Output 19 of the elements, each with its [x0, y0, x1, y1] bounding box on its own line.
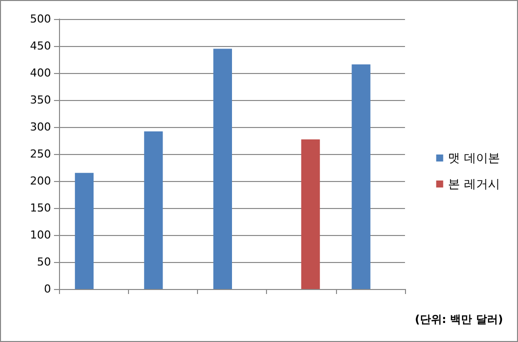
y-tick-label: 300: [30, 120, 51, 134]
legend-label: 본 레거시: [448, 177, 500, 191]
bar: [301, 139, 320, 289]
legend-label: 맷 데이본: [448, 151, 500, 165]
y-tick-label: 350: [30, 94, 51, 106]
y-tick-label: 500: [30, 12, 51, 26]
text: (단위: 백만 달러): [414, 313, 504, 326]
bar: [74, 172, 94, 289]
y-tick-label: 250: [30, 148, 51, 160]
bar: [213, 48, 232, 289]
y-tick-label: 450: [30, 40, 51, 52]
y-tick-label: 400: [30, 66, 51, 80]
bar: [352, 64, 370, 289]
y-tick-label: 150: [30, 202, 51, 214]
y-tick-label: 0: [44, 282, 51, 296]
y-tick-label: 50: [37, 256, 51, 268]
y-tick-label: 200: [30, 174, 51, 188]
y-tick-label: 100: [30, 228, 51, 242]
bar: [144, 131, 163, 289]
